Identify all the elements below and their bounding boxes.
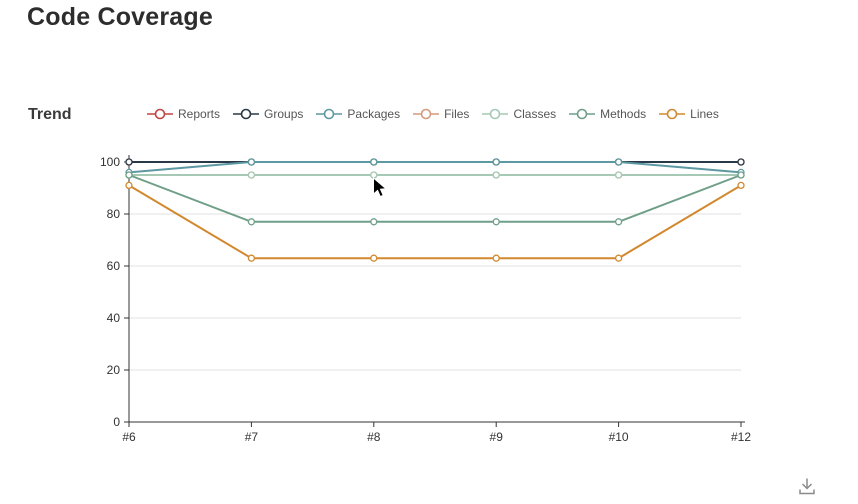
series-line-packages — [128, 161, 742, 174]
series-line-lines — [128, 184, 742, 260]
data-point-classes-#10 — [614, 171, 623, 179]
y-axis-tick-label: 80 — [107, 207, 121, 221]
data-point-methods-#8 — [370, 218, 378, 226]
y-axis-tick-label: 100 — [100, 155, 120, 169]
legend-line-marker-icon — [482, 108, 509, 120]
data-point-groups-#6 — [125, 158, 133, 166]
data-point-methods-#6 — [125, 171, 133, 179]
data-point-lines-#7 — [247, 254, 256, 262]
x-axis-tick-label: #9 — [490, 430, 504, 444]
data-point-groups-#12 — [737, 158, 745, 166]
data-point-methods-#12 — [737, 171, 745, 179]
legend-label: Classes — [513, 107, 557, 121]
page-title: Code Coverage — [27, 3, 213, 31]
data-point-packages-#10 — [614, 158, 623, 166]
legend-label: Methods — [600, 107, 647, 121]
series-line-methods — [128, 174, 742, 223]
chart-legend: Reports Groups Packages Files Classes Methods… — [147, 105, 719, 123]
y-axis-tick-label: 60 — [107, 259, 121, 273]
legend-label: Files — [444, 107, 470, 121]
download-icon — [799, 478, 815, 495]
legend-item-classes[interactable]: Classes — [482, 107, 556, 121]
legend-line-marker-icon — [233, 108, 260, 120]
data-point-methods-#7 — [247, 218, 256, 226]
data-point-methods-#10 — [614, 218, 623, 226]
data-point-packages-#8 — [370, 158, 378, 166]
legend-line-marker-icon — [569, 108, 596, 120]
trend-chart-canvas: 0 20 40 60 80 100 #6 #7 #8 #9 #10 #12 — [100, 155, 751, 444]
x-axis-tick-label: #12 — [731, 430, 751, 444]
legend-label: Reports — [178, 107, 221, 121]
trend-chart: 0 20 40 60 80 100 #6 #7 #8 #9 #10 #12 — [0, 140, 858, 450]
x-axis-tick-label: #10 — [609, 430, 629, 444]
y-axis-tick-label: 0 — [113, 415, 120, 429]
y-axis-tick-label: 40 — [107, 311, 121, 325]
legend-label: Groups — [264, 107, 304, 121]
trend-section-title: Trend — [28, 106, 72, 123]
x-axis-tick-label: #6 — [122, 430, 136, 444]
legend-item-packages[interactable]: Packages — [316, 107, 400, 121]
legend-line-marker-icon — [413, 108, 440, 120]
x-axis-tick-label: #8 — [367, 430, 381, 444]
legend-item-lines[interactable]: Lines — [659, 107, 719, 121]
data-point-packages-#9 — [492, 158, 500, 166]
y-axis-tick-label: 20 — [107, 363, 121, 377]
legend-item-files[interactable]: Files — [413, 107, 469, 121]
data-point-lines-#8 — [370, 254, 378, 262]
data-point-lines-#12 — [737, 181, 745, 190]
data-point-lines-#9 — [492, 254, 500, 262]
legend-label: Packages — [347, 107, 401, 121]
legend-line-marker-icon — [147, 108, 173, 120]
legend-line-marker-icon — [316, 108, 343, 120]
legend-item-groups[interactable]: Groups — [233, 107, 303, 121]
data-point-packages-#7 — [247, 158, 256, 166]
data-point-classes-#7 — [247, 171, 256, 179]
data-point-lines-#6 — [125, 181, 133, 190]
legend-label: Lines — [690, 107, 719, 121]
data-point-lines-#10 — [614, 254, 623, 262]
data-point-classes-#9 — [492, 171, 500, 179]
download-button[interactable] — [795, 474, 819, 498]
data-point-classes-#8 — [370, 171, 378, 179]
legend-line-marker-icon — [659, 108, 686, 120]
data-point-methods-#9 — [492, 218, 500, 226]
x-axis-tick-label: #7 — [245, 430, 259, 444]
legend-item-methods[interactable]: Methods — [569, 107, 646, 121]
legend-item-reports[interactable]: Reports — [147, 107, 220, 121]
